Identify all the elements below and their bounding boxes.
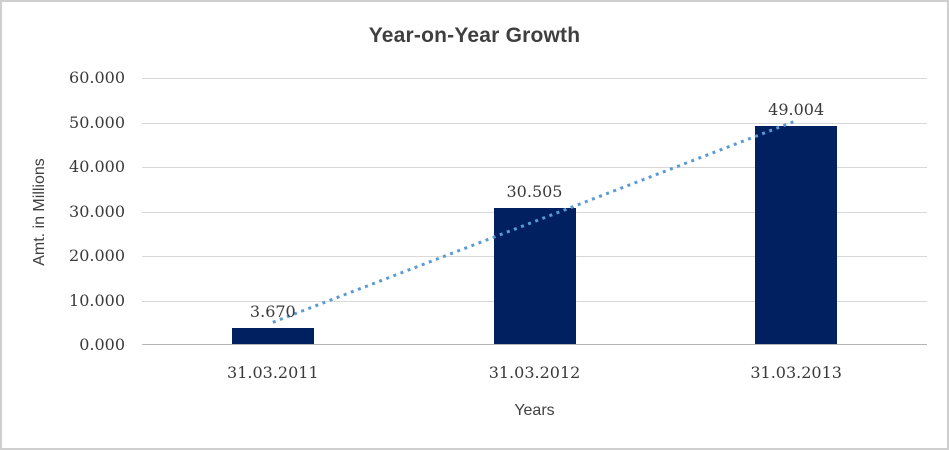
- bar-31.03.2011: [231, 327, 314, 344]
- bar-31.03.2013: [755, 125, 838, 344]
- x-tick-label-31.03.2013: 31.03.2013: [750, 363, 842, 382]
- y-tick-label-0.000: 0.000: [79, 335, 125, 354]
- y-tick-label-50.000: 50.000: [69, 112, 125, 132]
- y-tick-label-20.000: 20.000: [69, 246, 125, 265]
- x-axis-title: Years: [514, 402, 555, 419]
- x-axis-line: [142, 344, 927, 345]
- x-tick-label-31.03.2011: 31.03.2011: [227, 363, 319, 382]
- gridline-y-60: [142, 78, 927, 79]
- chart-title: Year-on-Year Growth: [368, 24, 581, 47]
- y-tick-label-10.000: 10.000: [69, 290, 125, 310]
- x-tick-label-31.03.2012: 31.03.2012: [488, 363, 581, 382]
- data-label-3.670: 3.670: [249, 301, 296, 321]
- data-label-49.004: 49.004: [768, 99, 825, 119]
- y-tick-label-30.000: 30.000: [69, 201, 125, 221]
- y-tick-label-40.000: 40.000: [69, 157, 125, 176]
- data-label-30.505: 30.505: [506, 182, 563, 202]
- bar-31.03.2012: [493, 208, 576, 344]
- y-tick-label-60.000: 60.000: [69, 68, 125, 87]
- gridline-y-50: [142, 122, 927, 124]
